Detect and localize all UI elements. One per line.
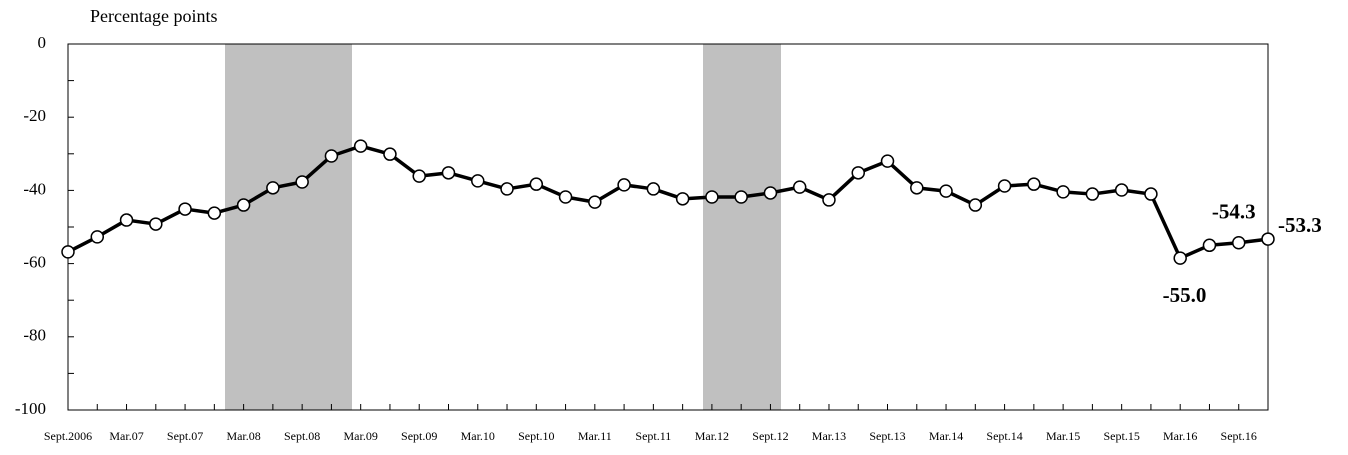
x-tick-label: Mar.10 xyxy=(461,429,495,443)
point xyxy=(675,192,690,206)
x-tick-label: Mar.11 xyxy=(578,429,612,443)
point xyxy=(1173,251,1187,265)
point xyxy=(822,193,836,207)
y-tick-label: -40 xyxy=(23,179,46,198)
point xyxy=(910,181,924,195)
point xyxy=(1231,235,1246,250)
point xyxy=(763,186,778,200)
x-tick-label: Mar.14 xyxy=(929,429,963,443)
point xyxy=(646,182,661,196)
point xyxy=(529,177,544,191)
point xyxy=(295,175,309,189)
point xyxy=(997,179,1012,193)
point xyxy=(1261,232,1275,246)
point xyxy=(734,190,748,204)
y-tick-label: 0 xyxy=(38,33,47,52)
x-tick-label: Sept.09 xyxy=(401,429,437,443)
x-tick-label: Sept.14 xyxy=(986,429,1022,443)
point xyxy=(441,166,456,180)
point xyxy=(236,198,251,212)
x-tick-label: Sept.12 xyxy=(752,429,788,443)
x-tick-label: Sept.13 xyxy=(869,429,905,443)
shaded-period xyxy=(703,44,781,410)
x-tick-label: Mar.07 xyxy=(109,429,143,443)
y-tick-label: -60 xyxy=(23,253,46,272)
x-tick-label: Mar.13 xyxy=(812,429,846,443)
y-tick-label: -80 xyxy=(23,326,46,345)
point xyxy=(412,169,426,183)
point xyxy=(90,230,105,244)
y-tick-label: -100 xyxy=(15,399,46,418)
x-tick-label: Mar.08 xyxy=(226,429,260,443)
data-label: -55.0 xyxy=(1163,283,1207,307)
data-label: -53.3 xyxy=(1278,213,1322,237)
x-tick-label: Sept.10 xyxy=(518,429,554,443)
x-tick-label: Sept.2006 xyxy=(44,429,92,443)
point xyxy=(588,195,602,209)
point xyxy=(324,149,339,163)
point xyxy=(266,181,280,195)
point xyxy=(471,174,485,188)
point xyxy=(383,147,397,161)
point xyxy=(1202,238,1217,253)
x-tick-label: Sept.11 xyxy=(635,429,671,443)
point xyxy=(500,182,514,196)
point xyxy=(880,154,895,168)
point xyxy=(1085,187,1100,201)
x-tick-label: Sept.15 xyxy=(1103,429,1139,443)
point xyxy=(1144,187,1158,201)
data-label: -54.3 xyxy=(1212,200,1256,224)
point xyxy=(558,190,573,204)
point xyxy=(968,198,983,212)
point xyxy=(705,190,719,204)
x-tick-label: Mar.09 xyxy=(344,429,378,443)
point xyxy=(207,206,222,220)
x-tick-label: Sept.08 xyxy=(284,429,320,443)
y-tick-label: -20 xyxy=(23,106,46,125)
point xyxy=(149,217,163,231)
point xyxy=(939,184,953,198)
point xyxy=(617,178,631,192)
x-tick-label: Sept.07 xyxy=(167,429,203,443)
x-tick-label: Mar.16 xyxy=(1163,429,1197,443)
point xyxy=(61,245,75,259)
point xyxy=(119,213,134,227)
point xyxy=(1056,185,1070,199)
y-axis-label: Percentage points xyxy=(90,6,217,26)
point xyxy=(1027,177,1041,191)
point xyxy=(851,166,865,180)
x-tick-label: Mar.12 xyxy=(695,429,729,443)
shaded-period xyxy=(225,44,352,410)
point xyxy=(792,180,807,194)
point xyxy=(1114,183,1129,197)
x-tick-label: Mar.15 xyxy=(1046,429,1080,443)
point xyxy=(178,202,192,216)
x-tick-label: Sept.16 xyxy=(1221,429,1257,443)
point xyxy=(353,139,368,153)
